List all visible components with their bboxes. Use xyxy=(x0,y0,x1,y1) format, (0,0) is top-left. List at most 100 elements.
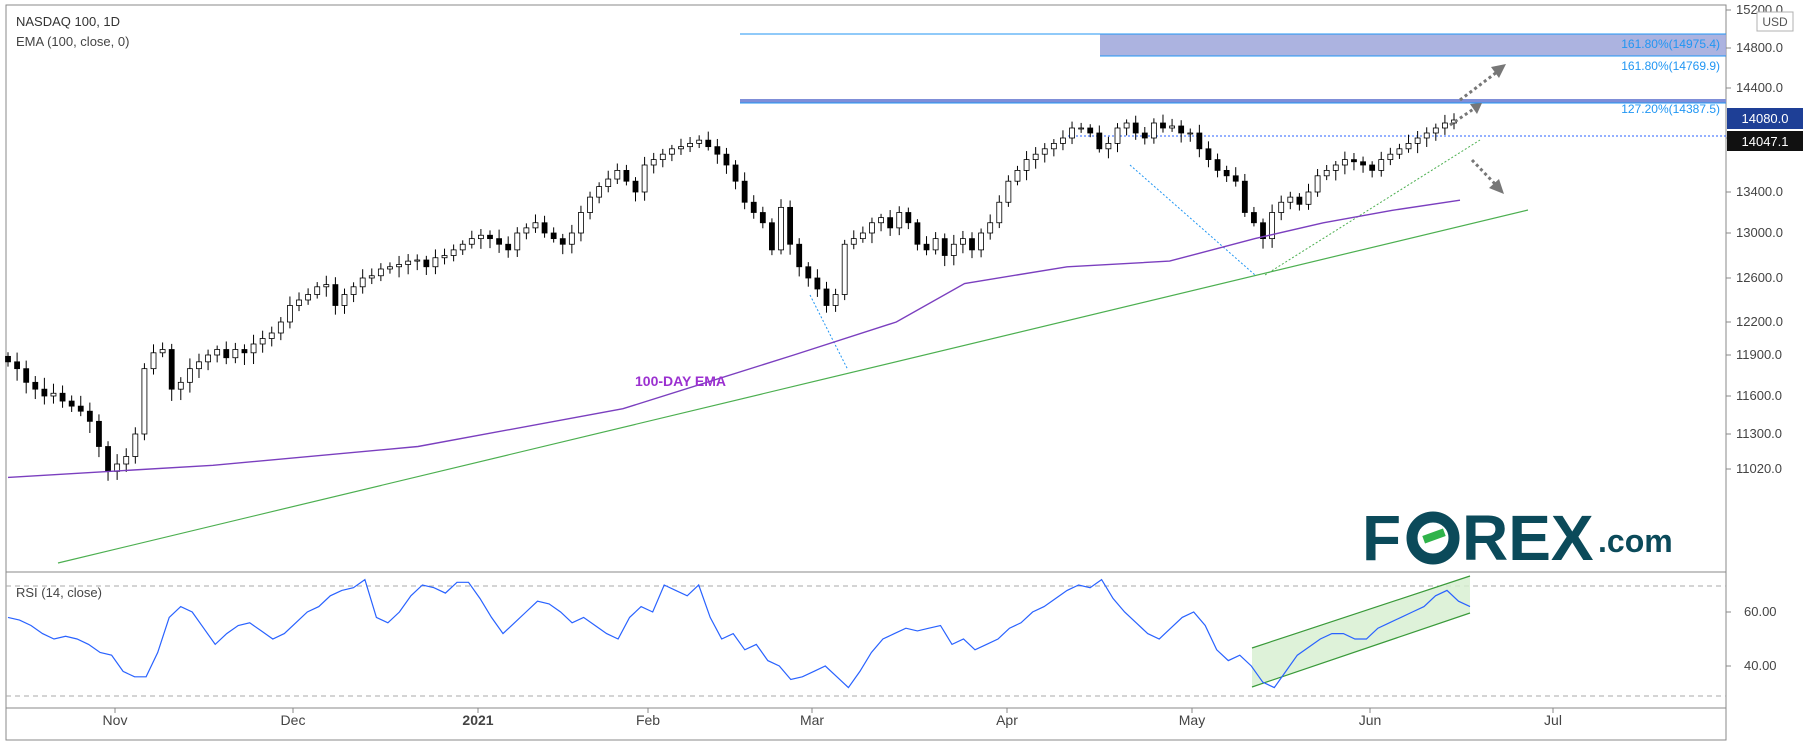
candle xyxy=(850,230,857,250)
candle xyxy=(987,214,994,240)
candle xyxy=(59,385,66,408)
price-tick-label: 11300.0 xyxy=(1736,426,1782,441)
candle xyxy=(23,360,30,394)
candle xyxy=(305,288,312,305)
price-badge-blue-text: 14080.0 xyxy=(1742,111,1789,126)
price-tick-label: 11020.0 xyxy=(1736,461,1782,476)
candle xyxy=(50,383,57,404)
candle xyxy=(1123,119,1130,136)
arrow-down xyxy=(1470,158,1498,187)
candle xyxy=(832,288,839,312)
currency-label: USD xyxy=(1762,15,1788,29)
symbol-title: NASDAQ 100, 1D xyxy=(16,14,120,29)
svg-text:F: F xyxy=(1362,502,1401,574)
plot-frame xyxy=(5,4,1727,741)
candle xyxy=(950,234,957,266)
candle xyxy=(1296,193,1303,211)
candle xyxy=(805,262,812,287)
candle xyxy=(1196,124,1203,158)
candle xyxy=(1442,114,1448,135)
candle xyxy=(1241,173,1248,217)
candle xyxy=(414,254,421,271)
candle xyxy=(723,147,730,174)
time-axis[interactable]: Nov Dec 2021 Feb Mar Apr May Jun Jul xyxy=(103,708,1562,728)
candle xyxy=(1214,153,1221,178)
rsi-tick-label: 60.00 xyxy=(1744,604,1777,619)
candle xyxy=(223,341,230,365)
candle xyxy=(232,342,239,364)
candles-group xyxy=(5,113,1457,481)
time-tick-label: Mar xyxy=(800,712,824,728)
candle xyxy=(769,218,775,256)
candle xyxy=(323,275,330,297)
price-tick-label: 11600.0 xyxy=(1736,388,1782,403)
candle xyxy=(1232,167,1239,187)
candle xyxy=(341,288,348,314)
candle xyxy=(1041,143,1048,163)
candle xyxy=(869,217,875,244)
candle xyxy=(432,249,439,275)
candle xyxy=(5,352,11,367)
rsi-axis: 60.00 40.00 xyxy=(1726,604,1777,673)
candle xyxy=(32,376,39,400)
candle xyxy=(896,206,903,236)
price-tick-label: 11900.0 xyxy=(1736,347,1782,362)
candle xyxy=(1351,153,1357,171)
candle xyxy=(1414,131,1421,154)
candle xyxy=(241,344,248,365)
candle xyxy=(996,195,1003,229)
candle xyxy=(1087,124,1094,138)
swing-dotted-lines xyxy=(809,294,849,371)
candle xyxy=(532,214,539,233)
currency-box[interactable] xyxy=(1756,11,1794,32)
candle xyxy=(68,395,75,412)
candle xyxy=(750,195,757,219)
candle xyxy=(559,233,566,255)
candle xyxy=(132,427,139,464)
candle xyxy=(1314,168,1321,197)
candle xyxy=(969,232,975,259)
candle xyxy=(359,269,366,294)
candle xyxy=(459,240,466,255)
rsi-line xyxy=(7,578,1471,689)
candle xyxy=(214,345,221,363)
candle xyxy=(387,262,393,274)
candle xyxy=(587,191,593,220)
price-tick-label: 13400.0 xyxy=(1736,184,1783,199)
candle xyxy=(405,254,412,275)
candle xyxy=(268,326,275,347)
candle xyxy=(978,228,984,258)
candle xyxy=(1014,165,1021,186)
candle xyxy=(932,232,939,255)
candle xyxy=(696,135,703,149)
candle xyxy=(441,248,448,265)
rsi-label: RSI (14, close) xyxy=(16,585,102,600)
candle xyxy=(759,206,766,229)
fib-label-1: 161.80%(14975.4) xyxy=(1621,37,1720,51)
candle xyxy=(1223,165,1230,182)
fib-zone-161 xyxy=(1100,34,1726,56)
candle xyxy=(623,164,630,186)
candle xyxy=(505,236,512,258)
candle xyxy=(1369,161,1376,178)
price-axis[interactable]: 15200.014800.014400.013900.013400.013000… xyxy=(1726,2,1783,476)
candle xyxy=(1405,134,1412,153)
candle xyxy=(1141,127,1148,145)
ema-label: 100-DAY EMA xyxy=(635,373,726,389)
candle xyxy=(314,282,321,299)
candle xyxy=(1050,139,1057,157)
candle xyxy=(841,239,848,301)
price-tick-label: 14800.0 xyxy=(1736,40,1783,55)
time-tick-label: Nov xyxy=(103,712,128,728)
price-tick-label: 13000.0 xyxy=(1736,225,1783,240)
candle xyxy=(1378,151,1385,177)
candle xyxy=(605,170,612,193)
candle xyxy=(1105,136,1112,159)
price-badge-blue xyxy=(1727,108,1803,129)
candle xyxy=(905,207,912,230)
candle xyxy=(423,255,430,275)
time-tick-label: 2021 xyxy=(462,712,493,728)
candle xyxy=(41,377,48,405)
